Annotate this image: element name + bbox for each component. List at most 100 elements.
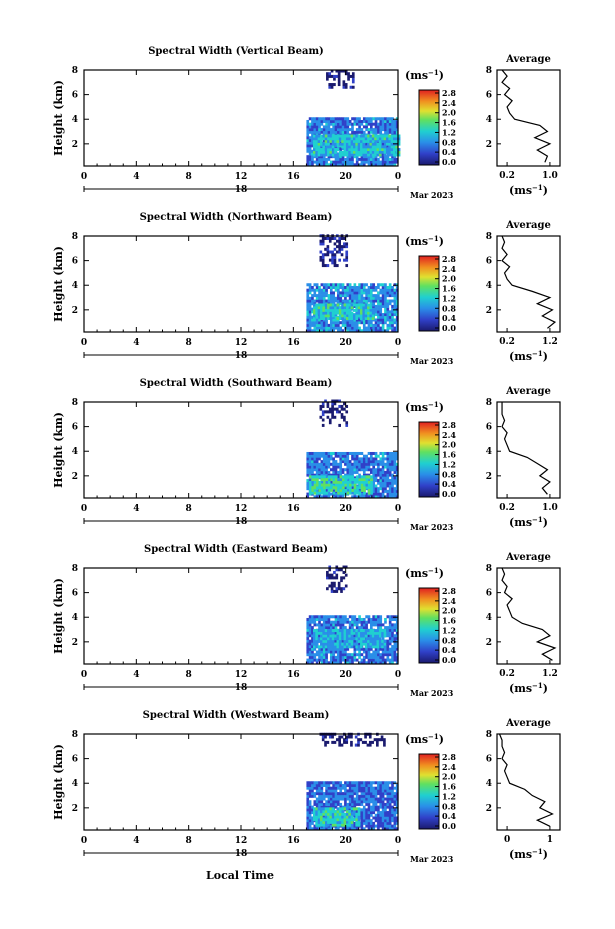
heatmap-cell [322,311,326,315]
heatmap-cell [331,820,335,824]
heatmap-cell [372,468,376,472]
heatmap-cell [385,137,389,141]
colorbar-tick-label: 1.6 [442,118,456,128]
heatmap-cell [332,491,336,495]
heatmap-cell [315,117,319,121]
heatmap-cell [318,797,321,801]
heatmap-cell [334,642,337,646]
heatmap-cell [320,283,324,287]
heatmap-cell [329,288,333,292]
heatmap-cell [383,153,387,157]
heatmap-cell [320,128,324,132]
heatmap-cell [329,634,333,638]
heatmap-cell [358,478,362,482]
heatmap-cell [341,460,345,464]
heatmap-cell [345,145,349,149]
heatmap-cell [329,792,333,796]
heatmap-cell [326,573,329,577]
heatmap-cell [377,821,380,825]
heatmap-cell [334,311,337,315]
heatmap-cell [386,819,390,823]
heatmap-cell [311,460,314,464]
heatmap-cell [358,642,361,646]
heatmap-cell [324,303,328,307]
heatmap-cell [327,294,331,298]
panel-3: Spectral Width (Southward Beam)2468Heigh… [52,378,561,532]
heatmap-cell [365,465,368,469]
heatmap-cell [395,291,399,295]
heatmap-cell [315,303,318,307]
heatmap-cell [384,283,387,287]
heatmap-cell [365,821,368,825]
heatmap-cell [351,824,354,828]
heatmap-cell [393,310,397,314]
heatmap-cell [360,329,364,333]
heatmap-cell [388,122,392,126]
heatmap-cell [355,465,359,469]
heatmap-cell [358,617,361,621]
heatmap-cell [318,117,321,121]
heatmap-cell [340,579,343,583]
heatmap-cell [374,304,378,308]
heatmap-cell [311,491,315,495]
heatmap-cell [395,326,399,330]
heatmap-cell [315,820,318,824]
heatmap-cell [381,134,384,138]
heatmap-cell [393,819,397,823]
heatmap-cell [358,163,361,167]
heatmap-cell [337,587,341,591]
heatmap-cell [341,130,345,134]
heatmap-cell [341,145,344,149]
colorbar-unit-label: (ms−1) [405,400,444,414]
heatmap-cell [377,122,380,126]
heatmap-cell [362,811,366,815]
heatmap-cell [346,451,350,455]
heatmap-cell [340,415,344,419]
heatmap-cell [308,468,312,472]
heatmap-cell [339,302,343,306]
heatmap-cell [327,805,331,809]
heatmap-cell [391,291,394,295]
heatmap-cell [318,794,321,798]
heatmap-cell [315,122,319,126]
heatmap-cell [325,468,328,472]
heatmap-cell [322,283,326,287]
heatmap-cell [353,294,357,298]
heatmap-cell [334,634,337,638]
heatmap-cell [358,615,361,619]
heatmap-cell [327,155,331,159]
heatmap-cell [308,786,312,790]
heatmap-cell [395,122,399,126]
heatmap-cell [329,818,333,822]
heatmap-cell [315,617,319,621]
heatmap-cell [318,130,321,134]
colorbar-tick-label: 0.0 [442,323,456,333]
heatmap-cell [364,316,368,320]
heatmap-cell [357,823,361,827]
heatmap-cell [315,462,319,466]
heatmap-cell [349,74,353,78]
average-y-tick-label: 2 [486,306,492,316]
heatmap-cell [313,478,317,482]
heatmap-cell [341,288,345,292]
heatmap-cell [336,139,340,143]
heatmap-cell [355,329,359,333]
heatmap-cell [379,457,383,461]
heatmap-cell [388,468,392,472]
heatmap-cell [327,460,331,464]
heatmap-cell [346,285,350,289]
heatmap-cell [388,283,392,287]
heatmap-cell [339,296,343,300]
heatmap-cell [346,462,350,466]
heatmap-cell [315,294,319,298]
heatmap-cell [386,465,390,469]
heatmap-cell [391,805,394,809]
heatmap-cell [353,283,357,287]
heatmap-cell [341,160,345,164]
heatmap-cell [315,160,319,164]
average-y-tick-label: 2 [486,804,492,814]
heatmap-cell [341,617,345,621]
heatmap-cell [367,134,370,138]
heatmap-cell [337,781,340,785]
heatmap-cell [351,128,354,132]
